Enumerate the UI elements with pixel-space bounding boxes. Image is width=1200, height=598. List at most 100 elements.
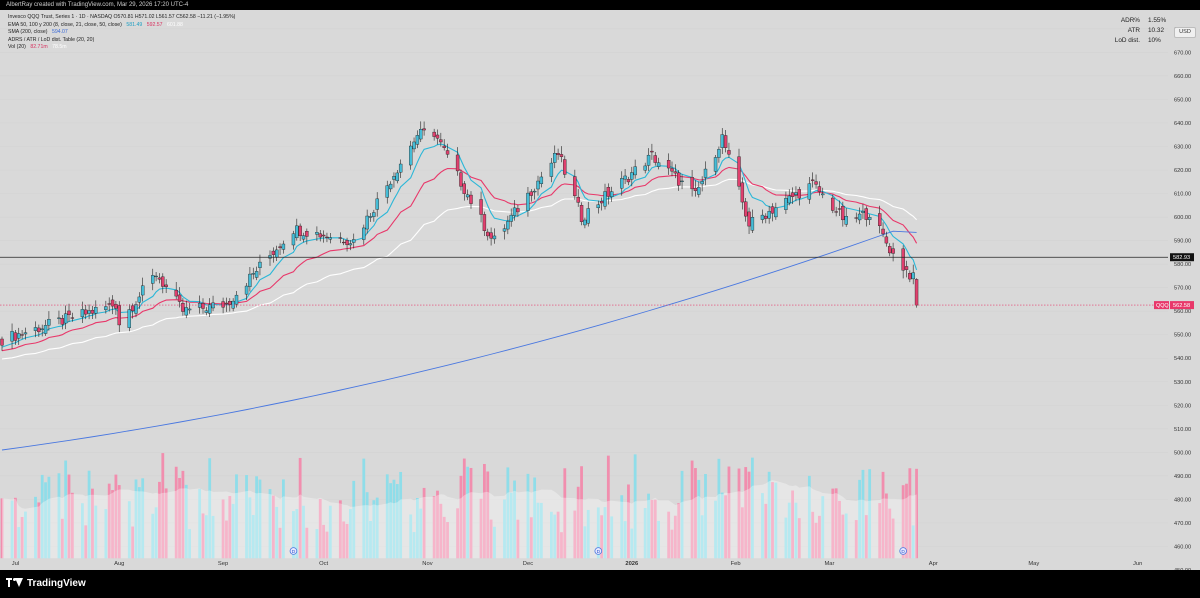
candle-body bbox=[646, 154, 651, 166]
bottom-branding-bar: TradingView bbox=[0, 570, 1200, 598]
volume-bar bbox=[20, 516, 24, 559]
volume-bar bbox=[462, 458, 466, 559]
legend-symbol-row[interactable]: Invesco QQQ Trust, Series 1 · 1D · NASDA… bbox=[8, 14, 235, 22]
time-axis-label: Aug bbox=[114, 561, 124, 567]
candle-body bbox=[368, 216, 373, 218]
candle-body bbox=[576, 196, 580, 203]
volume-bar bbox=[727, 466, 731, 559]
dividend-marker-label: D bbox=[292, 549, 296, 555]
volume-bar bbox=[225, 520, 228, 559]
volume-bar bbox=[17, 527, 21, 559]
price-chart-canvas[interactable]: 680.00670.00660.00650.00640.00630.00620.… bbox=[0, 10, 1200, 570]
volume-bar bbox=[111, 490, 114, 559]
legend-vol-row[interactable]: Vol (20) 82.71m 78.5m bbox=[8, 44, 235, 52]
volume-bar bbox=[643, 508, 647, 559]
candle-body bbox=[114, 303, 118, 309]
volume-bar bbox=[419, 508, 423, 559]
volume-bar bbox=[81, 503, 84, 559]
volume-bar bbox=[700, 515, 704, 559]
table-row: ADR% 1.55% bbox=[1115, 16, 1170, 26]
volume-bar bbox=[744, 467, 748, 559]
candle-body bbox=[573, 176, 577, 197]
volume-bar bbox=[814, 522, 818, 559]
candle-body bbox=[744, 201, 748, 217]
legend-adrs-row[interactable]: ADRS / ATR / LoD dist. Table (20, 20) bbox=[8, 37, 235, 45]
candle-body bbox=[794, 192, 798, 195]
candle-body bbox=[767, 211, 771, 219]
volume-bar bbox=[647, 493, 650, 559]
candle-body bbox=[908, 273, 912, 280]
candle-body bbox=[764, 215, 768, 219]
candle-body bbox=[415, 135, 420, 145]
volume-bar bbox=[610, 516, 614, 559]
volume-bar bbox=[714, 500, 717, 559]
tradingview-brand[interactable]: TradingView bbox=[6, 578, 86, 589]
candle-body bbox=[536, 180, 540, 190]
dividend-marker-icon bbox=[899, 547, 907, 555]
candle-body bbox=[459, 172, 463, 187]
volume-bar bbox=[623, 521, 627, 559]
candle-body bbox=[911, 272, 915, 280]
volume-bar bbox=[697, 479, 701, 559]
candle-body bbox=[365, 215, 369, 230]
candle-body bbox=[94, 307, 98, 314]
candle-body bbox=[291, 233, 296, 246]
candle-body bbox=[87, 310, 91, 314]
volume-bar bbox=[349, 509, 352, 559]
currency-button[interactable]: USD bbox=[1174, 27, 1196, 38]
candle-body bbox=[90, 309, 95, 314]
volume-bar bbox=[0, 498, 4, 559]
volume-bar bbox=[767, 471, 771, 559]
legend-sma-row[interactable]: SMA (200, close) 594.07 bbox=[8, 29, 235, 37]
brand-name: TradingView bbox=[27, 578, 86, 589]
candle-body bbox=[442, 145, 446, 148]
price-tick-label: 640.00 bbox=[1174, 121, 1191, 127]
candle-body bbox=[107, 303, 111, 305]
candle-body bbox=[489, 232, 493, 239]
volume-bar bbox=[432, 496, 436, 559]
candle-body bbox=[13, 332, 18, 341]
candle-body bbox=[516, 208, 520, 213]
volume-bar bbox=[630, 528, 634, 559]
volume-bar bbox=[673, 515, 677, 559]
candle-body bbox=[439, 139, 443, 143]
candle-body bbox=[362, 227, 366, 240]
table-value: 10% bbox=[1148, 37, 1161, 44]
volume-bar bbox=[854, 520, 858, 559]
price-tick-label: 550.00 bbox=[1174, 333, 1191, 339]
candle-body bbox=[670, 168, 674, 172]
volume-bar bbox=[278, 527, 282, 559]
candle-body bbox=[110, 299, 115, 307]
candle-body bbox=[620, 178, 624, 189]
volume-bar bbox=[751, 457, 754, 559]
volume-bar bbox=[184, 484, 188, 559]
candle-body bbox=[479, 199, 483, 215]
candle-body bbox=[821, 193, 825, 196]
candle-body bbox=[137, 296, 142, 303]
volume-bar bbox=[24, 511, 27, 559]
volume-bar bbox=[84, 525, 88, 559]
dividend-marker-icon bbox=[594, 547, 603, 555]
volume-bar bbox=[704, 474, 707, 559]
volume-bar bbox=[235, 474, 238, 559]
volume-bar bbox=[469, 467, 473, 559]
volume-bar bbox=[915, 468, 918, 559]
candle-body bbox=[181, 303, 185, 312]
volume-bar bbox=[412, 532, 416, 559]
chart-pane[interactable]: 680.00670.00660.00650.00640.00630.00620.… bbox=[0, 10, 1200, 570]
volume-bar bbox=[91, 488, 94, 559]
candle-body bbox=[271, 250, 276, 255]
candle-body bbox=[412, 141, 416, 150]
price-tick-label: 540.00 bbox=[1174, 356, 1191, 362]
candle-body bbox=[837, 208, 842, 210]
candle-body bbox=[509, 214, 513, 222]
candle-body bbox=[579, 205, 584, 222]
candle-body bbox=[348, 243, 353, 246]
candle-body bbox=[831, 197, 835, 211]
volume-bar bbox=[305, 527, 309, 559]
volume-bar bbox=[117, 485, 121, 559]
legend-vol-label: Vol (20) bbox=[8, 44, 26, 51]
candle-body bbox=[455, 154, 460, 172]
candle-body bbox=[278, 246, 282, 248]
legend-ema-row[interactable]: EMA 50, 100 y 200 (8, close, 21, close, … bbox=[8, 22, 235, 30]
